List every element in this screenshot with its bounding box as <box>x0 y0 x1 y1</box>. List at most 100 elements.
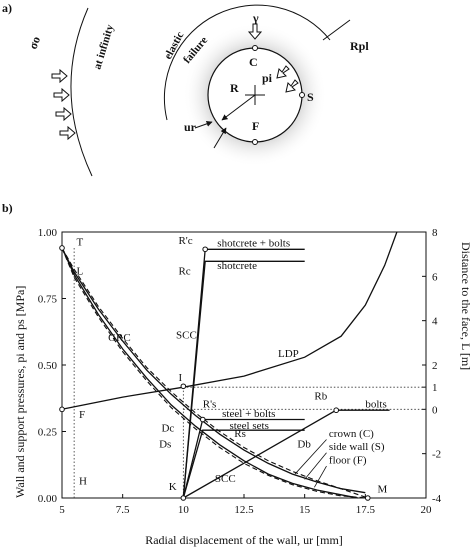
load-arrow-4 <box>59 125 76 141</box>
annotation-label: Rs <box>234 428 246 440</box>
y2-tick-label: 1 <box>432 382 438 394</box>
y-tick-label: 0.50 <box>38 360 58 372</box>
annotation-label: SCC <box>215 473 236 485</box>
annotation-label: H <box>79 476 87 488</box>
annotation-label: GRC <box>108 332 131 344</box>
y2-tick-label: 4 <box>432 316 438 328</box>
floor-point <box>252 139 258 145</box>
leader-line <box>314 465 327 488</box>
series-floor-f- <box>61 247 368 499</box>
series-crown-c- <box>61 247 359 499</box>
x-tick-label: 20 <box>421 504 433 516</box>
series-label: bolts <box>365 399 386 411</box>
annotation-label: R'c <box>178 235 192 247</box>
x-tick-label: 5 <box>59 504 65 516</box>
annotation-label: L <box>77 266 84 278</box>
x-tick-label: 12.5 <box>234 504 254 516</box>
panel-a: a) σo at infinity elastic failure γ Rpl <box>2 1 369 177</box>
y2-tick-label: 2 <box>432 360 438 372</box>
panel-a-label: a) <box>2 1 12 15</box>
shoulder-arrow-1 <box>276 65 290 79</box>
annotation-label: LDP <box>278 348 299 360</box>
series-label: floor (F) <box>329 454 367 466</box>
ur-label: ur <box>184 120 197 134</box>
series-label: steel sets <box>229 420 268 432</box>
axis-ticks: 5 7.5 10 12.5 15 17.5 200.000.250.500.751.00-4… <box>38 227 442 516</box>
x-tick-label: 17.5 <box>356 504 376 516</box>
series-ldp <box>61 231 398 410</box>
annotation-label: Dc <box>161 423 174 435</box>
y-tick-label: 1.00 <box>38 227 58 239</box>
y-axis-label: Wall and support pressures, pi and ps [M… <box>13 286 27 498</box>
sidewall-point <box>299 92 305 98</box>
load-arrow-1 <box>51 68 68 84</box>
y-tick-label: 0.25 <box>38 427 58 439</box>
leader-line <box>294 439 327 475</box>
rpl-leader <box>322 19 351 41</box>
annotation-label: Ds <box>159 438 171 450</box>
crown-label: C <box>249 55 258 69</box>
chart-point-marker <box>59 406 65 413</box>
plastic-radius-arc <box>163 4 331 121</box>
y2-tick-label: 0 <box>432 404 438 416</box>
panel-b-label: b) <box>2 201 13 215</box>
radius-label: R <box>230 81 239 95</box>
chart-annotations: T L GRC I F H K R'c Rc SCC R's Rs Dc Ds Db Rb M LDP SCC sho… <box>77 235 388 496</box>
x-axis-label: Radial displacement of the wall, ur [mm] <box>145 533 343 547</box>
ur-arrow-2 <box>213 127 227 149</box>
annotation-label: I <box>178 372 182 384</box>
chart-point-marker <box>333 407 340 414</box>
chart-point-marker <box>199 416 206 423</box>
tunnel-arrows <box>247 23 299 93</box>
y-tick-label: 0.00 <box>38 493 58 505</box>
x-tick-label: 15 <box>299 504 311 516</box>
series-grc <box>61 247 366 494</box>
load-arrows <box>51 68 76 141</box>
y2-tick-label: 6 <box>432 271 438 283</box>
annotation-label: R's <box>203 399 217 411</box>
y-tick-label: 0.75 <box>38 294 58 306</box>
infinity-label: at infinity <box>91 23 116 71</box>
rpl-label: Rpl <box>350 39 369 53</box>
annotation-label: Rc <box>178 266 190 278</box>
leader-line <box>304 452 327 480</box>
shoulder-arrow-2 <box>285 79 299 93</box>
x-tick-label: 7.5 <box>116 504 130 516</box>
series-label: side wall (S) <box>329 441 385 453</box>
crown-point <box>252 45 258 51</box>
annotation-label: K <box>169 481 177 493</box>
chart-series <box>59 231 398 501</box>
annotation-label: Db <box>297 438 311 450</box>
annotation-label: SCC <box>176 329 197 341</box>
load-arrow-2 <box>53 87 70 103</box>
pi-label: pi <box>262 71 273 85</box>
annotation-label: F <box>79 409 85 421</box>
y2-tick-label: -2 <box>432 449 441 461</box>
series-label: shotcrete + bolts <box>217 238 290 250</box>
chart-point-marker <box>364 495 371 501</box>
series-label: crown (C) <box>329 428 374 440</box>
far-field-arc <box>70 7 93 177</box>
annotation-label: T <box>77 236 84 248</box>
radius-arrow <box>221 94 256 121</box>
chart-point-marker <box>180 495 187 501</box>
load-arrow-3 <box>55 106 72 122</box>
x-tick-label: 10 <box>178 504 190 516</box>
annotation-label: M <box>377 484 387 496</box>
guide-lines <box>73 247 426 498</box>
gamma-label: γ <box>252 11 259 25</box>
sidewall-label: S <box>307 90 314 104</box>
series-steel-sets <box>182 429 305 499</box>
series-side-wall-s- <box>61 247 368 499</box>
series-label: shotcrete <box>217 260 257 272</box>
crown-arrow <box>247 23 263 40</box>
sigma-label: σo <box>26 34 43 51</box>
chart-point-marker <box>59 245 65 251</box>
y2-tick-label: -4 <box>432 493 442 505</box>
annotation-label: Rb <box>314 391 327 403</box>
chart-point-marker <box>202 246 208 253</box>
floor-label: F <box>252 119 259 133</box>
ur-arrow <box>194 120 213 129</box>
panel-b: b) 5 7.5 10 12.5 15 17.5 200.000.250.500.751.0… <box>2 201 473 547</box>
